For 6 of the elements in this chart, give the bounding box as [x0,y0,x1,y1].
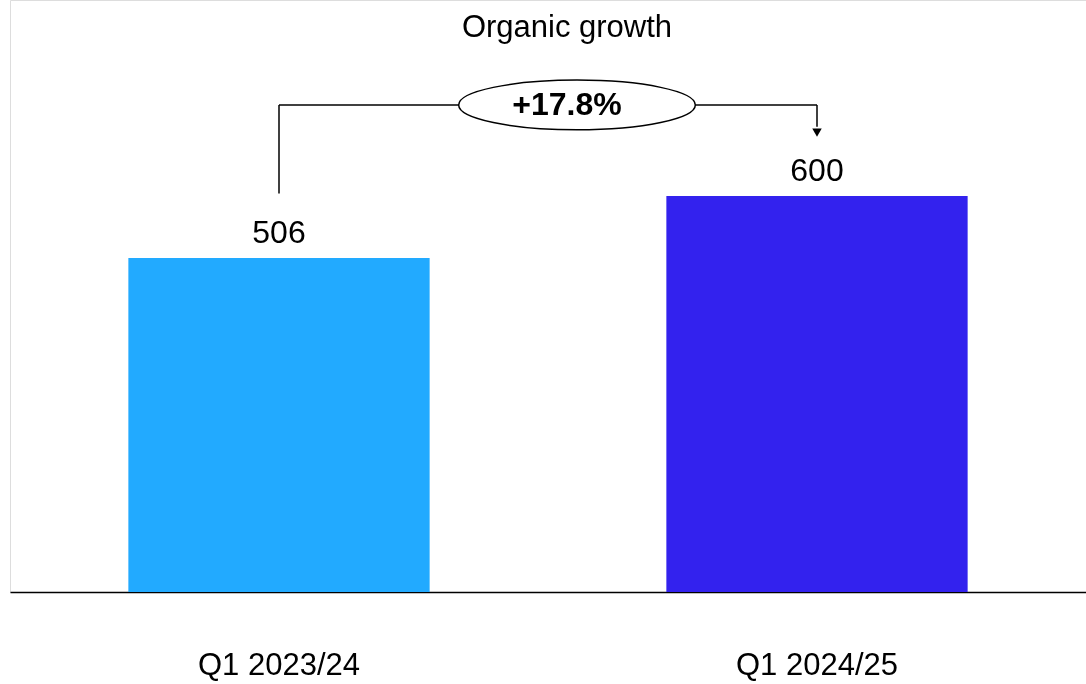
data-label: 506 [252,214,306,251]
data-label: 600 [790,152,844,189]
text: Organic growth [461,9,673,45]
x-tick-label: Q1 2024/25 [735,646,899,682]
x-tick-label: Q1 2023/24 [197,646,361,682]
text: +17.8% [512,85,622,122]
